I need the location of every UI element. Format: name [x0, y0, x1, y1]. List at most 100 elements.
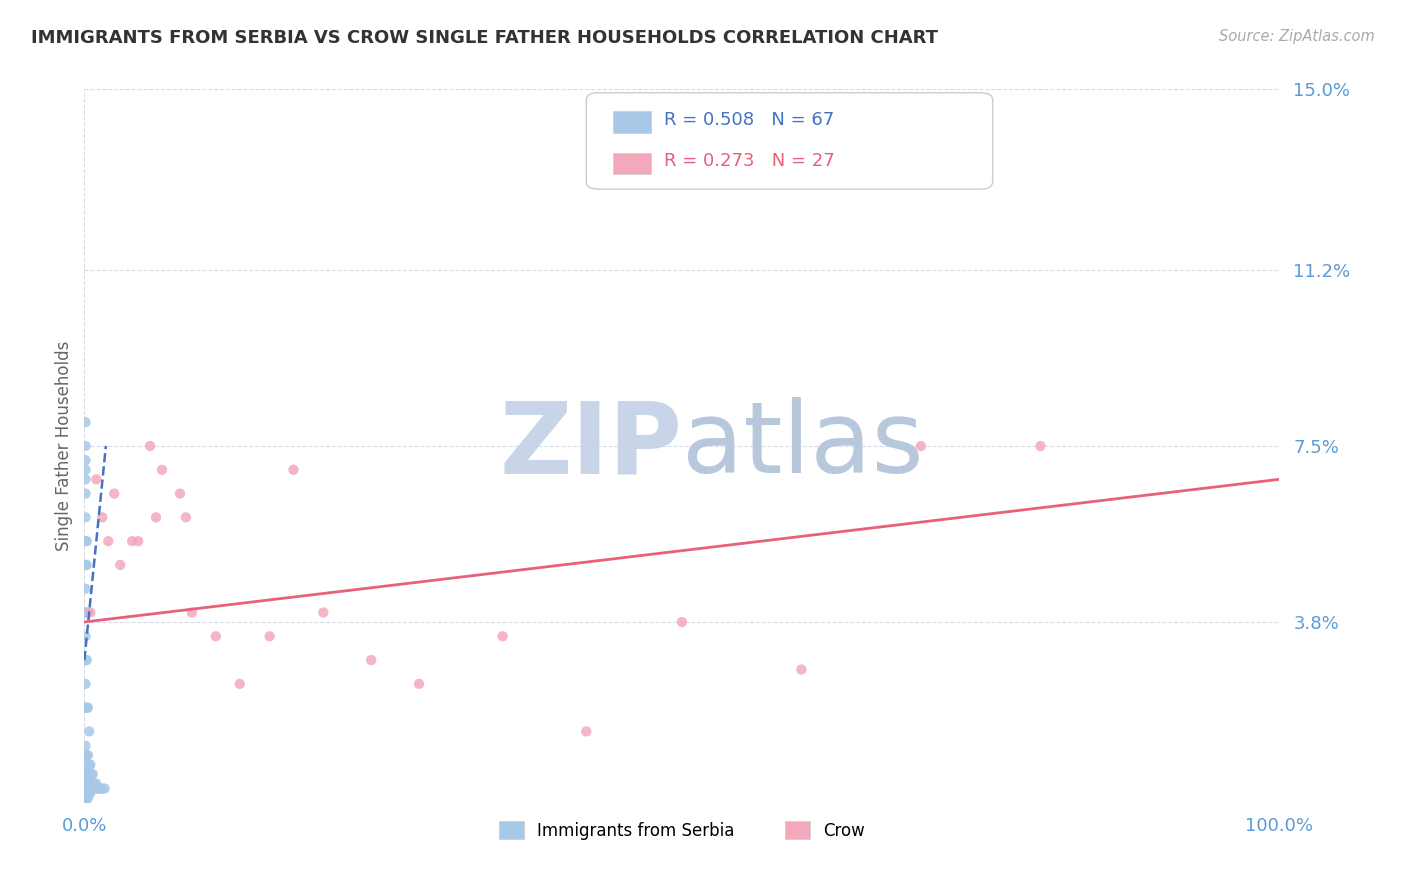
- Point: [75, 510, 97, 524]
- Point: [75, 677, 97, 691]
- Point: [77, 606, 100, 620]
- Point: [150, 463, 173, 477]
- Point: [82, 767, 104, 781]
- Point: [76, 653, 98, 667]
- Point: [205, 629, 228, 643]
- Point: [127, 534, 149, 549]
- Point: [77, 724, 100, 739]
- Point: [145, 510, 167, 524]
- Point: [790, 663, 813, 677]
- Point: [408, 677, 430, 691]
- Point: [110, 558, 132, 572]
- Point: [91, 510, 114, 524]
- Point: [79, 777, 101, 791]
- Point: [259, 629, 281, 643]
- Point: [77, 781, 100, 796]
- Point: [75, 739, 97, 753]
- Point: [79, 786, 101, 800]
- Point: [77, 748, 100, 763]
- Point: [93, 781, 115, 796]
- Point: [76, 700, 98, 714]
- Point: [76, 791, 98, 805]
- Point: [75, 796, 97, 810]
- Point: [76, 534, 98, 549]
- Point: [75, 767, 97, 781]
- Point: [76, 786, 98, 800]
- Point: [169, 486, 191, 500]
- Point: [84, 781, 107, 796]
- Point: [75, 534, 97, 549]
- Point: [360, 653, 382, 667]
- Point: [77, 757, 100, 772]
- Point: [671, 615, 693, 629]
- Point: [79, 757, 101, 772]
- Text: Source: ZipAtlas.com: Source: ZipAtlas.com: [1219, 29, 1375, 44]
- Point: [91, 781, 114, 796]
- Point: [75, 700, 97, 714]
- Point: [87, 781, 110, 796]
- Point: [75, 791, 97, 805]
- Text: IMMIGRANTS FROM SERBIA VS CROW SINGLE FATHER HOUSEHOLDS CORRELATION CHART: IMMIGRANTS FROM SERBIA VS CROW SINGLE FA…: [31, 29, 938, 46]
- Point: [83, 777, 105, 791]
- Point: [77, 772, 100, 786]
- Point: [80, 781, 103, 796]
- Point: [283, 463, 305, 477]
- Point: [77, 786, 100, 800]
- Point: [97, 534, 120, 549]
- Point: [75, 463, 97, 477]
- Y-axis label: Single Father Households: Single Father Households: [55, 341, 73, 551]
- Point: [75, 582, 97, 596]
- Point: [121, 534, 143, 549]
- Text: atlas: atlas: [682, 398, 924, 494]
- Point: [86, 472, 108, 486]
- Point: [75, 791, 97, 805]
- Point: [312, 606, 335, 620]
- Point: [77, 791, 100, 805]
- Point: [75, 472, 97, 486]
- Point: [79, 606, 101, 620]
- Point: [75, 453, 97, 467]
- Point: [75, 415, 97, 429]
- Point: [76, 781, 98, 796]
- Point: [75, 486, 97, 500]
- Point: [77, 781, 100, 796]
- Text: R = 0.508   N = 67: R = 0.508 N = 67: [664, 111, 834, 128]
- Legend: Immigrants from Serbia, Crow: Immigrants from Serbia, Crow: [491, 814, 873, 848]
- Point: [492, 629, 515, 643]
- Point: [76, 558, 98, 572]
- Bar: [613, 153, 651, 174]
- Point: [75, 772, 97, 786]
- Point: [103, 486, 125, 500]
- Point: [75, 763, 97, 777]
- Point: [1029, 439, 1052, 453]
- Point: [76, 772, 98, 786]
- Point: [910, 439, 932, 453]
- Point: [75, 757, 97, 772]
- Point: [80, 767, 103, 781]
- Point: [174, 510, 197, 524]
- Point: [75, 786, 97, 800]
- Point: [75, 748, 97, 763]
- Point: [77, 772, 100, 786]
- Point: [82, 781, 104, 796]
- Point: [575, 724, 598, 739]
- Bar: [613, 112, 651, 133]
- Point: [76, 748, 98, 763]
- Text: ZIP: ZIP: [499, 398, 682, 494]
- Point: [75, 781, 97, 796]
- Point: [75, 606, 97, 620]
- Point: [75, 653, 97, 667]
- Point: [139, 439, 162, 453]
- Point: [86, 777, 108, 791]
- Point: [89, 781, 111, 796]
- Point: [75, 786, 97, 800]
- Point: [75, 777, 97, 791]
- Point: [75, 796, 97, 810]
- FancyBboxPatch shape: [586, 93, 993, 189]
- Point: [77, 700, 100, 714]
- Point: [75, 781, 97, 796]
- Point: [181, 606, 204, 620]
- Point: [75, 439, 97, 453]
- Point: [75, 629, 97, 643]
- Text: R = 0.273   N = 27: R = 0.273 N = 27: [664, 153, 835, 170]
